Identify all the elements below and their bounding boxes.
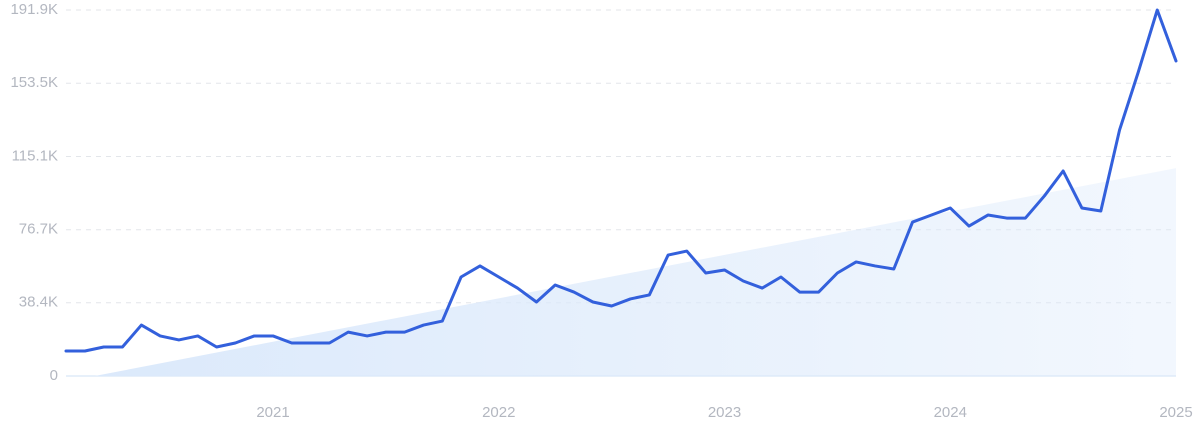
x-tick-label: 2022 [482, 404, 515, 421]
x-tick-label: 2023 [708, 404, 741, 421]
line [64, 8, 1178, 353]
x-tick-label: 2021 [256, 404, 289, 421]
y-tick-label: 0 [50, 367, 58, 384]
x-tick-label: 2025 [1159, 404, 1192, 421]
trend-area [94, 168, 1176, 376]
y-tick-label: 76.7K [19, 221, 58, 238]
y-tick-label: 38.4K [19, 294, 58, 311]
x-tick-label: 2024 [934, 404, 967, 421]
y-tick-label: 191.9K [10, 1, 58, 18]
y-tick-label: 153.5K [10, 74, 58, 91]
y-tick-label: 115.1K [12, 147, 58, 164]
